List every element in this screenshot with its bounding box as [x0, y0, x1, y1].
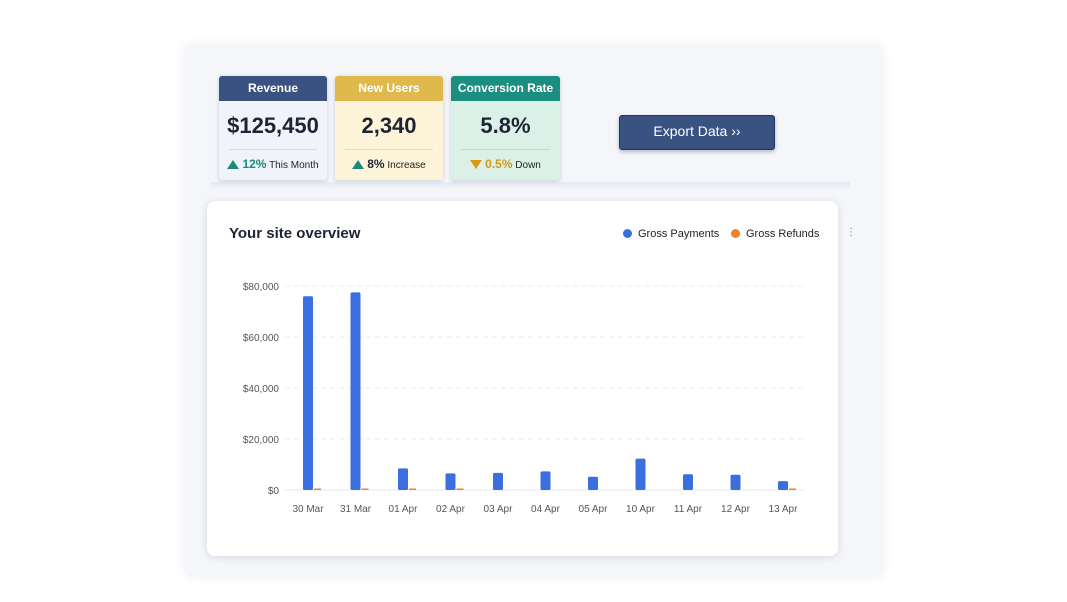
- kpi-card-conversion-rate[interactable]: Conversion Rate 5.8% 0.5% Down: [451, 76, 560, 180]
- chart-title: Your site overview: [229, 225, 361, 242]
- kpi-pct: 12%: [242, 157, 267, 171]
- kpi-value: 2,340: [361, 113, 417, 138]
- legend-gross-refunds[interactable]: Gross Refunds: [731, 228, 819, 240]
- kpi-pct: 8%: [367, 157, 385, 171]
- kpi-card-revenue[interactable]: Revenue $125,450 12% This Month: [219, 76, 327, 180]
- kpi-card-new-users[interactable]: New Users 2,340 8% Increase: [335, 76, 443, 180]
- kpi-pct: 0.5%: [485, 157, 513, 171]
- kpi-title: Conversion Rate: [451, 76, 560, 101]
- kpi-note: Down: [515, 160, 541, 171]
- more-options-icon[interactable]: ⋮: [846, 227, 856, 238]
- kpi-title: Revenue: [219, 76, 327, 101]
- kpi-divider: [229, 149, 317, 150]
- kpi-footer: 8% Increase: [335, 150, 443, 178]
- export-data-button[interactable]: Export Data ››: [619, 115, 775, 150]
- kpi-note: Increase: [387, 160, 426, 171]
- kpi-divider: [461, 149, 550, 150]
- kpi-divider: [345, 149, 433, 150]
- trend-up-icon: [352, 160, 365, 169]
- trend-up-icon: [227, 160, 240, 169]
- legend-dot-icon: [731, 229, 740, 238]
- kpi-title: New Users: [335, 76, 443, 101]
- kpi-value: $125,450: [227, 113, 319, 138]
- kpi-footer: 12% This Month: [219, 150, 327, 178]
- kpi-footer: 0.5% Down: [451, 150, 560, 178]
- legend-gross-payments[interactable]: Gross Payments: [623, 228, 719, 240]
- divider-shadow: [210, 182, 850, 190]
- site-overview-card: Your site overview Gross Payments Gross …: [207, 201, 838, 556]
- legend-dot-icon: [623, 229, 632, 238]
- trend-down-icon: [470, 160, 483, 169]
- legend-label: Gross Payments: [638, 228, 720, 240]
- kpi-value: 5.8%: [480, 113, 531, 138]
- kpi-note: This Month: [269, 160, 319, 171]
- legend-label: Gross Refunds: [746, 228, 820, 240]
